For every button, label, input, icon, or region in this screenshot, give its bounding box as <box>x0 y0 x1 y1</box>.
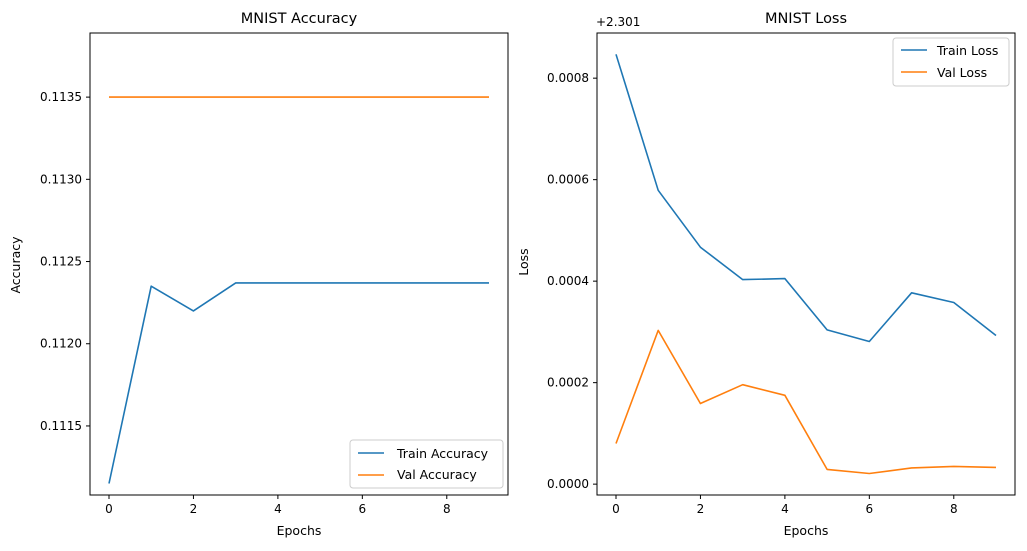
y-tick-label: 0.1135 <box>40 90 82 104</box>
series-line-train-loss <box>615 54 997 343</box>
plot-frame <box>596 32 1016 496</box>
chart-title: MNIST Loss <box>765 11 847 27</box>
x-tick-label: 2 <box>190 502 198 516</box>
y-tick-label: 0.1120 <box>40 337 82 351</box>
y-tick-label: 0.0006 <box>547 173 589 187</box>
x-tick-label: 0 <box>612 502 620 516</box>
y-tick-label: 0.1115 <box>40 419 82 433</box>
series-group <box>615 54 997 475</box>
y-axis-label: Loss <box>516 248 531 275</box>
legend-label-train-loss: Train Loss <box>936 43 998 58</box>
x-tick-label: 6 <box>866 502 874 516</box>
y-tick-label: 0.0002 <box>547 376 589 390</box>
tick-group: 0 2 4 6 8 0.1115 0.1120 0.1125 0.1130 0.1135 <box>40 90 451 516</box>
legend: Train Loss Val Loss <box>892 37 1010 87</box>
chart-title: MNIST Accuracy <box>241 11 358 27</box>
y-tick-label: 0.1125 <box>40 255 82 269</box>
legend-box <box>349 439 504 489</box>
plot-frame <box>89 32 509 496</box>
y-tick-label: 0.0004 <box>547 274 589 288</box>
tick-group: 0 2 4 6 8 0.0000 0.0002 0.0004 0.0006 0.0008 <box>547 71 958 516</box>
x-axis-label: Epochs <box>277 523 322 538</box>
x-tick-label: 8 <box>443 502 451 516</box>
x-tick-label: 0 <box>105 502 113 516</box>
y-tick-label: 0.0008 <box>547 71 589 85</box>
y-offset-label: +2.301 <box>596 15 640 29</box>
x-tick-label: 4 <box>781 502 789 516</box>
legend-label-val-accuracy: Val Accuracy <box>397 467 477 482</box>
series-line-train-accuracy <box>108 282 489 484</box>
x-tick-label: 8 <box>950 502 958 516</box>
loss-chart: +2.301 MNIST Loss Epochs Loss 0 2 4 6 8 0.000… <box>516 11 1016 538</box>
x-tick-label: 2 <box>697 502 705 516</box>
legend-label-train-accuracy: Train Accuracy <box>396 446 489 461</box>
x-axis-label: Epochs <box>784 523 829 538</box>
y-axis-label: Accuracy <box>8 236 23 294</box>
legend-label-val-loss: Val Loss <box>937 65 987 80</box>
legend: Train Accuracy Val Accuracy <box>349 439 504 489</box>
series-group <box>108 96 489 484</box>
x-tick-label: 6 <box>359 502 367 516</box>
y-tick-label: 0.0000 <box>547 477 589 491</box>
series-line-val-loss <box>615 329 997 475</box>
x-tick-label: 4 <box>274 502 282 516</box>
accuracy-chart: MNIST Accuracy Epochs Accuracy 0 2 4 6 8 0.11… <box>8 11 509 538</box>
y-tick-label: 0.1130 <box>40 172 82 186</box>
